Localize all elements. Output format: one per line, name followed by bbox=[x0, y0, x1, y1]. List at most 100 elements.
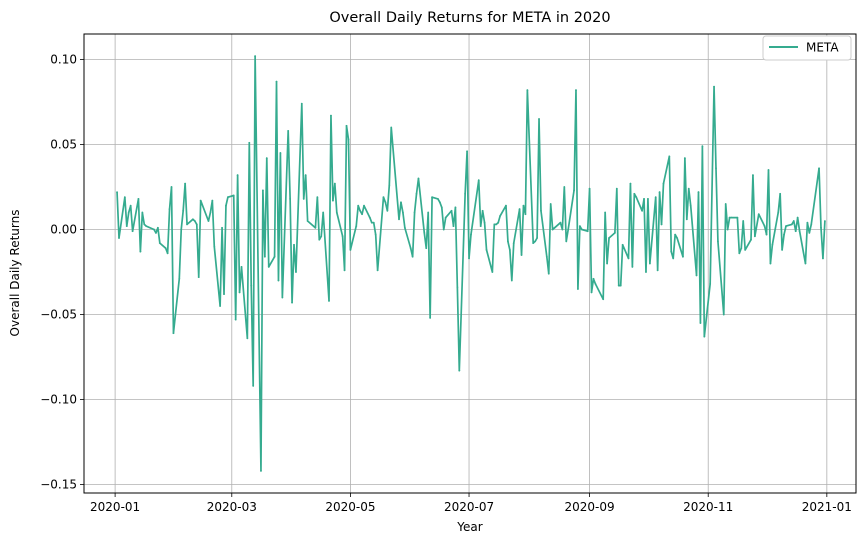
data-point bbox=[654, 196, 657, 199]
data-point bbox=[223, 293, 225, 295]
data-point bbox=[656, 269, 659, 272]
data-point bbox=[431, 196, 433, 199]
data-point bbox=[384, 201, 387, 204]
data-point bbox=[730, 216, 733, 219]
data-point bbox=[818, 167, 820, 170]
x-tick-label: 2020-01 bbox=[90, 500, 140, 514]
data-point bbox=[192, 218, 194, 221]
legend-label-meta: META bbox=[806, 41, 839, 55]
data-point bbox=[470, 233, 472, 236]
data-point bbox=[376, 269, 379, 272]
data-point bbox=[314, 226, 317, 229]
x-axis-label: Year bbox=[456, 520, 482, 534]
data-point bbox=[345, 124, 348, 127]
data-point bbox=[316, 196, 319, 199]
data-point bbox=[643, 198, 645, 200]
data-point bbox=[785, 225, 787, 228]
data-point bbox=[123, 196, 126, 199]
data-point bbox=[186, 223, 188, 226]
data-point bbox=[359, 209, 362, 212]
data-point bbox=[518, 208, 521, 211]
series-points bbox=[116, 55, 826, 472]
data-point bbox=[633, 192, 636, 195]
data-point bbox=[617, 284, 620, 287]
data-point bbox=[769, 262, 772, 265]
x-tick-label: 2020-05 bbox=[325, 500, 375, 514]
data-point bbox=[670, 250, 673, 253]
data-point bbox=[423, 232, 426, 234]
legend-box bbox=[762, 35, 852, 61]
data-point bbox=[361, 213, 363, 216]
data-point bbox=[118, 237, 120, 239]
data-point bbox=[372, 221, 375, 224]
data-point bbox=[540, 209, 542, 212]
data-point bbox=[738, 252, 741, 255]
data-point bbox=[559, 221, 562, 224]
data-point bbox=[545, 255, 548, 258]
data-point bbox=[796, 216, 799, 219]
data-point bbox=[129, 204, 132, 207]
x-axis: 2020-01 2020-03 2020-05 2020-07 2020-09 2020-… bbox=[90, 493, 852, 514]
data-point bbox=[697, 191, 700, 194]
data-point bbox=[306, 220, 309, 222]
data-point bbox=[143, 223, 146, 226]
data-point bbox=[262, 189, 264, 192]
data-point bbox=[252, 385, 255, 387]
y-tick-label: 0.10 bbox=[50, 53, 77, 67]
data-point bbox=[563, 186, 566, 188]
data-point bbox=[442, 228, 445, 231]
data-point bbox=[647, 198, 649, 200]
data-point bbox=[567, 228, 570, 231]
data-point bbox=[792, 220, 795, 222]
data-point bbox=[302, 198, 305, 200]
data-point bbox=[520, 254, 523, 256]
y-tick-label: −0.10 bbox=[40, 393, 77, 407]
x-tick-label: 2020-03 bbox=[207, 500, 257, 514]
data-point bbox=[660, 223, 663, 226]
data-point bbox=[386, 209, 389, 212]
data-point bbox=[606, 262, 608, 265]
data-point bbox=[349, 249, 352, 251]
data-point bbox=[300, 102, 303, 105]
legend: META bbox=[762, 35, 852, 61]
data-point bbox=[592, 277, 595, 280]
data-point bbox=[199, 199, 202, 202]
data-point bbox=[440, 206, 443, 209]
data-point bbox=[127, 211, 130, 214]
data-point bbox=[166, 252, 169, 255]
data-point bbox=[699, 322, 702, 324]
data-point bbox=[207, 220, 210, 222]
data-point bbox=[411, 255, 414, 258]
data-point bbox=[479, 225, 482, 228]
y-axis: −0.15 −0.10 −0.05 0.00 0.05 0.10 bbox=[40, 53, 84, 492]
data-point bbox=[456, 286, 459, 289]
data-point bbox=[507, 240, 509, 243]
data-point bbox=[279, 152, 282, 154]
data-point bbox=[629, 182, 632, 185]
data-point bbox=[602, 298, 605, 301]
data-point bbox=[493, 223, 496, 226]
data-point bbox=[485, 249, 488, 251]
plot-frame bbox=[83, 33, 857, 494]
data-point bbox=[771, 243, 774, 246]
data-point bbox=[357, 204, 360, 207]
data-point bbox=[221, 226, 223, 229]
data-point bbox=[318, 238, 321, 241]
data-point bbox=[763, 225, 766, 228]
data-point bbox=[790, 223, 793, 226]
data-point bbox=[810, 223, 813, 226]
data-point bbox=[573, 189, 575, 192]
data-point bbox=[370, 221, 373, 224]
data-point bbox=[783, 233, 785, 236]
data-point bbox=[355, 225, 358, 228]
data-point bbox=[577, 288, 579, 290]
data-point bbox=[553, 226, 556, 229]
data-point bbox=[466, 150, 468, 153]
data-point bbox=[170, 186, 173, 188]
data-point bbox=[672, 257, 675, 260]
data-point bbox=[153, 228, 155, 231]
data-point bbox=[289, 198, 292, 200]
data-point bbox=[532, 242, 535, 245]
data-point bbox=[287, 130, 290, 132]
data-point bbox=[753, 235, 756, 238]
